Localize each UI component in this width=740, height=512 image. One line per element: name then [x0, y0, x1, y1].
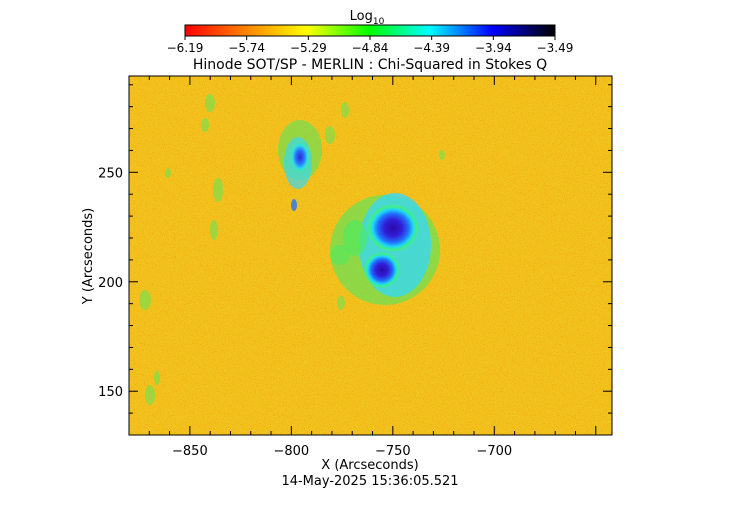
- x-axis-label: X (Arcseconds): [321, 458, 418, 473]
- colorbar-ticks: −6.19 −5.74 −5.29 −4.84 −4.39 −3.94 −3.49: [167, 36, 574, 55]
- main-spot-upper: [367, 204, 419, 252]
- colorbar-tick-label: −3.94: [475, 41, 512, 55]
- colorbar-label: Log10: [350, 9, 385, 27]
- x-tick-label: −850: [172, 444, 208, 459]
- colorbar-tick-label: −4.39: [413, 41, 450, 55]
- y-tick-label: 200: [98, 276, 123, 291]
- x-tick-label: −750: [375, 444, 411, 459]
- colorbar-tick-label: −6.19: [167, 41, 204, 55]
- chart-title: Hinode SOT/SP - MERLIN : Chi-Squared in …: [193, 57, 547, 73]
- plot-area: [129, 76, 612, 435]
- main-spot-lower: [364, 252, 400, 288]
- small-spot: [290, 141, 310, 173]
- colorbar-tick-label: −5.29: [290, 41, 327, 55]
- x-tick-label: −800: [273, 444, 309, 459]
- colorbar-tick-label: −5.74: [228, 41, 265, 55]
- y-tick-label: 250: [98, 166, 123, 181]
- y-axis: 150 200 250: [98, 84, 612, 436]
- x-axis: −850 −800 −750 −700: [148, 76, 597, 459]
- heatmap-main-region: [330, 193, 440, 305]
- colorbar: [184, 24, 556, 37]
- x-tick-label: −700: [476, 444, 512, 459]
- colorbar-tick-label: −3.49: [537, 41, 574, 55]
- heatmap-faint-patches: [139, 94, 445, 405]
- heatmap-small-region: [278, 120, 322, 211]
- plot-frame: [128, 75, 613, 436]
- y-tick-label: 150: [98, 385, 123, 400]
- colorbar-tick-label: −4.84: [352, 41, 389, 55]
- timestamp: 14-May-2025 15:36:05.521: [281, 474, 458, 489]
- y-axis-label: Y (Arcseconds): [81, 208, 96, 305]
